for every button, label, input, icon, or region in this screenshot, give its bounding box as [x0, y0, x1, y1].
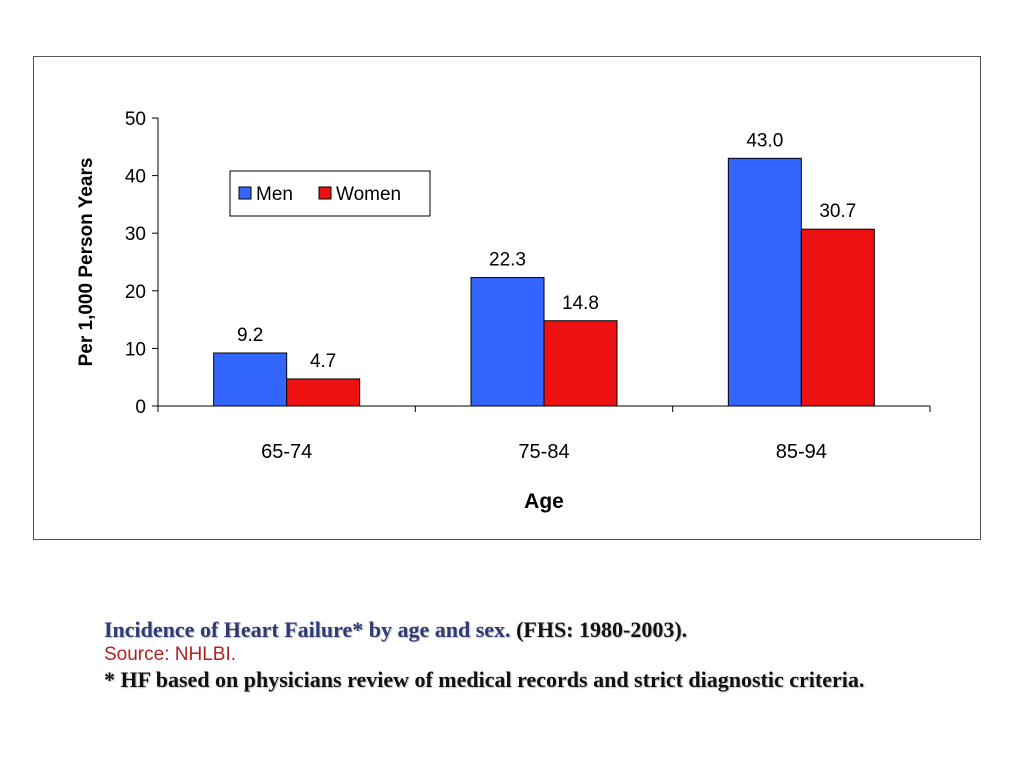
caption-title-line: Incidence of Heart Failure* by age and s… [104, 616, 924, 644]
y-tick-label: 10 [125, 339, 146, 360]
bar-men-75-84 [470, 277, 545, 407]
legend-swatch-women [318, 186, 332, 200]
y-tick-label: 50 [125, 109, 146, 130]
caption-period: (FHS: 1980-2003). [516, 617, 688, 642]
y-tick-label: 20 [125, 282, 146, 303]
bar-men-65-74 [213, 352, 288, 407]
legend-label-women: Women [336, 184, 401, 205]
data-label: 30.7 [819, 201, 856, 222]
x-tick-label: 75-84 [518, 441, 569, 463]
caption-title: Incidence of Heart Failure* by age and s… [104, 617, 511, 642]
caption-note: * HF based on physicians review of medic… [104, 667, 865, 692]
data-label: 22.3 [489, 250, 526, 271]
y-tick-label: 30 [125, 224, 146, 245]
x-axis-title: Age [524, 490, 564, 513]
data-label: 14.8 [562, 293, 599, 314]
data-label: 43.0 [746, 130, 783, 151]
data-label: 4.7 [310, 351, 336, 372]
legend-label-men: Men [256, 184, 293, 205]
bar-women-85-94 [800, 228, 875, 407]
y-tick-label: 40 [125, 167, 146, 188]
caption: Incidence of Heart Failure* by age and s… [104, 616, 924, 694]
chart-frame: 0 10 20 30 40 50 9.2 4.7 65-74 22.3 14.8 75-84 43.0 3… [33, 56, 981, 540]
bar-men-85-94 [727, 157, 802, 407]
bar-women-75-84 [543, 320, 618, 407]
y-axis-title: Per 1,000 Person Years [76, 158, 97, 367]
x-tick-label: 85-94 [776, 441, 827, 463]
bar-chart: 0 10 20 30 40 50 9.2 4.7 65-74 22.3 14.8 75-84 43.0 3… [76, 109, 931, 513]
caption-source: Source: NHLBI. [104, 644, 236, 665]
data-label: 9.2 [237, 325, 263, 346]
x-tick-label: 65-74 [261, 441, 312, 463]
legend-swatch-men [238, 186, 252, 200]
bar-women-65-74 [286, 378, 361, 407]
y-tick-label: 0 [135, 397, 146, 418]
